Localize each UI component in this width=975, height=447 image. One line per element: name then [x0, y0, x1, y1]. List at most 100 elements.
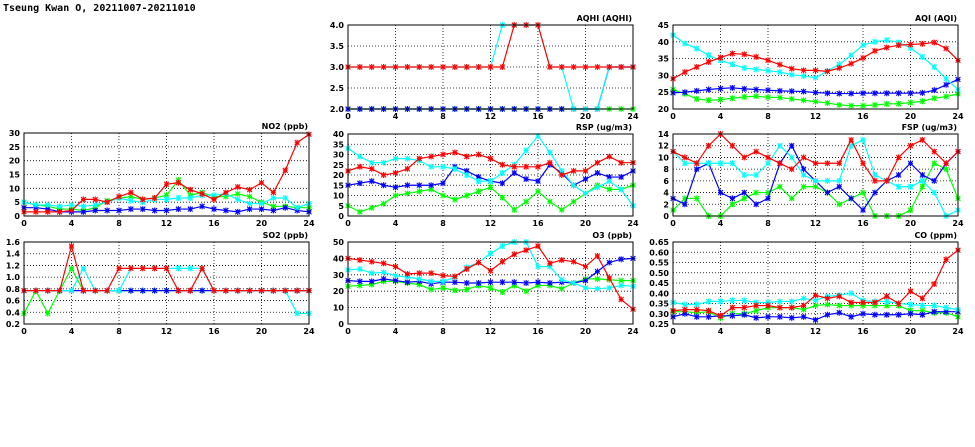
figure-title: Tseung Kwan O, 20211007-20211010 — [3, 3, 196, 14]
data-point — [705, 86, 712, 93]
data-point — [931, 64, 938, 70]
data-point — [693, 306, 700, 313]
x-tick-label: 8 — [116, 327, 122, 336]
data-point — [44, 201, 51, 208]
data-point — [499, 258, 506, 265]
series-group — [345, 133, 636, 215]
data-point — [883, 90, 890, 97]
data-point — [452, 165, 458, 172]
data-point — [392, 263, 399, 270]
data-point — [547, 263, 553, 270]
y-tick-label: 1.6 — [6, 238, 21, 247]
data-point — [380, 260, 387, 267]
data-point — [800, 88, 807, 95]
data-point — [693, 313, 700, 320]
data-point — [547, 159, 553, 166]
data-point — [717, 298, 724, 305]
data-point — [753, 172, 759, 178]
x-tick-label: 0 — [345, 219, 351, 228]
data-point — [234, 183, 241, 190]
x-tick-label: 16 — [532, 219, 544, 228]
data-point — [246, 200, 253, 207]
data-point — [800, 313, 807, 320]
data-point — [682, 40, 688, 47]
data-point — [824, 295, 831, 302]
data-point — [392, 184, 399, 191]
data-point — [404, 155, 411, 162]
data-point — [777, 160, 783, 167]
data-point — [380, 182, 387, 189]
data-point — [943, 160, 949, 167]
data-point — [860, 310, 866, 317]
y-tick-label: 35 — [333, 140, 345, 149]
data-point — [416, 188, 423, 195]
data-point — [223, 207, 229, 214]
y-tick-label: 12 — [658, 142, 669, 151]
plot-frame — [347, 133, 634, 217]
data-point — [511, 279, 518, 286]
data-point — [788, 166, 795, 173]
data-point — [860, 302, 866, 309]
data-point — [270, 287, 277, 294]
data-point — [380, 200, 387, 207]
x-tick-label: 12 — [810, 219, 821, 228]
data-point — [594, 184, 601, 191]
data-point — [128, 197, 134, 204]
data-point — [380, 275, 387, 282]
x-tick-label: 0 — [670, 219, 676, 228]
data-point — [741, 189, 748, 196]
data-point — [428, 64, 434, 70]
data-point — [812, 98, 819, 105]
data-point — [788, 88, 795, 95]
x-tick-label: 4 — [393, 327, 399, 336]
panel-title: FSP (ug/m3) — [902, 123, 957, 132]
data-point — [717, 54, 724, 61]
data-point — [883, 302, 890, 309]
data-point — [919, 302, 926, 309]
data-point — [416, 275, 423, 282]
y-tick-label: 2.5 — [330, 84, 345, 93]
plot-frame — [672, 133, 959, 217]
x-tick-label: 16 — [857, 112, 869, 121]
x-tick-label: 0 — [345, 112, 351, 121]
y-tick-label: 40 — [333, 254, 345, 263]
co-panel: 0.250.300.35 0.400.450.500.55 0.600.65 0 4 8 1… — [649, 231, 964, 336]
data-point — [812, 292, 819, 299]
data-point — [558, 64, 565, 70]
data-point — [282, 287, 289, 294]
data-point — [788, 95, 795, 102]
data-point — [765, 313, 771, 320]
series-group — [345, 22, 636, 112]
data-point — [824, 311, 831, 318]
data-point — [848, 195, 854, 202]
data-point — [848, 90, 854, 97]
data-point — [416, 155, 423, 162]
data-point — [836, 201, 843, 208]
data-point — [777, 304, 783, 311]
data-point — [499, 279, 506, 286]
y-tick-label: 0 — [663, 212, 669, 221]
data-point — [452, 196, 458, 203]
data-point — [392, 272, 399, 279]
data-point — [151, 207, 158, 214]
series-group — [345, 239, 636, 313]
x-tick-label: 20 — [256, 219, 268, 228]
data-point — [788, 154, 795, 161]
data-point — [753, 86, 759, 93]
x-tick-label: 16 — [857, 327, 869, 336]
y-tick-label: 0.45 — [649, 279, 669, 288]
data-point — [187, 287, 194, 294]
data-point — [294, 204, 300, 211]
data-point — [618, 174, 624, 181]
y-tick-label: 20 — [658, 105, 670, 114]
data-point — [523, 280, 529, 286]
data-point — [907, 142, 914, 149]
y-tick-label: 2.0 — [330, 105, 345, 114]
data-point — [765, 299, 771, 306]
data-point — [163, 181, 170, 188]
y-tick-label: 1.4 — [6, 250, 21, 259]
data-point — [175, 179, 182, 186]
data-point — [800, 166, 807, 173]
x-tick-label: 12 — [810, 112, 821, 121]
x-tick-label: 12 — [485, 112, 496, 121]
